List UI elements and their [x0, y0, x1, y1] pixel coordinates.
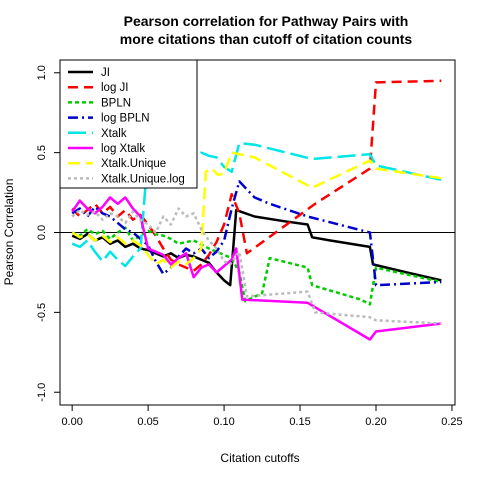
- x-axis-label: Citation cutoffs: [220, 451, 299, 465]
- x-tick-label: 0.20: [365, 416, 386, 428]
- legend-label-4: Xtalk: [101, 128, 127, 140]
- series-line-1: [71, 79, 442, 273]
- series-line-2: [71, 226, 442, 306]
- y-tick-label: 0.0: [36, 225, 48, 240]
- x-tick-label: 0.10: [213, 416, 234, 428]
- y-tick-label: -0.5: [36, 303, 48, 322]
- legend-label-3: log BPLN: [101, 113, 150, 125]
- x-tick-label: 0.15: [289, 416, 310, 428]
- x-axis: 0.00 0.05 0.10 0.15 0.20 0.25: [61, 405, 463, 428]
- legend: JI log JI BPLN log BPLN Xtalk log Xtalk Xtalk.…: [59, 59, 198, 189]
- y-axis-label: Pearson Correlation: [2, 179, 16, 286]
- x-tick-label: 0.25: [441, 416, 462, 428]
- chart-title-line-1: Pearson correlation for Pathway Pairs wi…: [124, 13, 409, 29]
- y-axis: -1.0 -0.5 0.0 0.5 1.0: [36, 65, 60, 402]
- series-line-7: [71, 207, 442, 325]
- y-tick-label: 1.0: [36, 65, 48, 80]
- series-line-6: [71, 151, 442, 269]
- series-line-5: [71, 196, 442, 341]
- legend-label-6: Xtalk.Unique: [101, 158, 166, 170]
- legend-box: [59, 59, 198, 189]
- legend-label-0: JI: [101, 67, 110, 79]
- legend-label-1: log JI: [101, 82, 129, 94]
- legend-label-7: Xtalk.Unique.log: [101, 173, 185, 185]
- chart-title-line-2: more citations than cutoff of citation c…: [120, 31, 413, 47]
- y-tick-label: 0.5: [36, 145, 48, 160]
- x-tick-label: 0.05: [137, 416, 158, 428]
- legend-label-2: BPLN: [101, 97, 131, 109]
- legend-label-5: log Xtalk: [101, 143, 145, 155]
- x-tick-label: 0.00: [61, 416, 82, 428]
- y-tick-label: -1.0: [36, 383, 48, 402]
